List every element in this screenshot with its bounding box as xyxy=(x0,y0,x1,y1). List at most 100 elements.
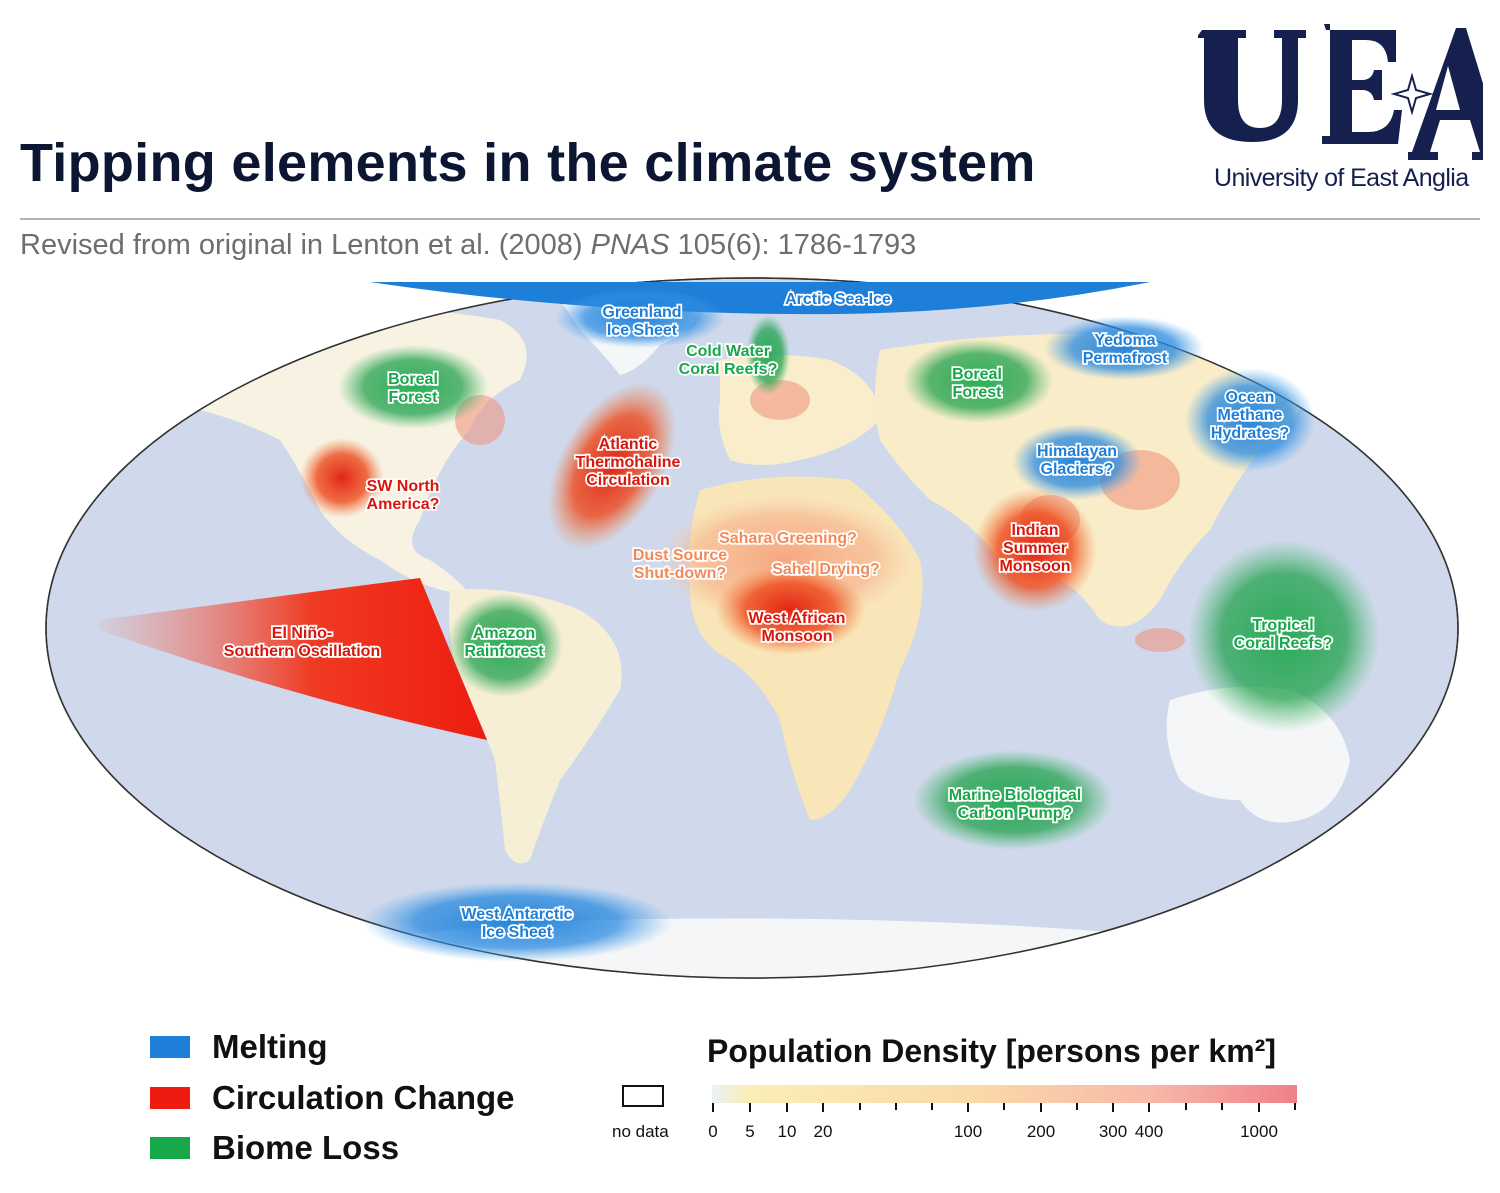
arctic-sea-ice-area xyxy=(370,282,1150,315)
label-line: Himalayan xyxy=(1037,443,1117,460)
methane-area xyxy=(1185,368,1315,472)
amazon-area xyxy=(447,593,563,697)
label-marine-carbon-pump: Marine Biological Carbon Pump? xyxy=(949,787,1081,822)
label-line: Circulation xyxy=(586,472,670,489)
label-boreal-forest-eurasia: Boreal Forest xyxy=(952,366,1002,401)
tick-label: 10 xyxy=(778,1122,797,1141)
university-name: University of East Anglia xyxy=(1214,164,1469,192)
label-line: Sahel Drying? xyxy=(772,561,880,578)
label-arctic-sea-ice: Arctic Sea-Ice xyxy=(785,291,891,308)
label-line: Southern Oscillation xyxy=(224,643,380,660)
population-density-title: Population Density [persons per km²] xyxy=(707,1033,1276,1069)
label-atlantic-thermohaline: Atlantic Thermohaline Circulation xyxy=(576,436,681,489)
label-yedoma-permafrost: Yedoma Permafrost xyxy=(1083,332,1168,367)
label-line: Hydrates? xyxy=(1211,425,1289,442)
west-african-monsoon-area xyxy=(715,565,865,655)
label-line: Monsoon xyxy=(761,628,832,645)
greenland-ice-sheet-area xyxy=(555,288,725,348)
cold-water-reefs-area xyxy=(746,315,790,395)
tick-label: 20 xyxy=(814,1122,833,1141)
label-line: Shut-down? xyxy=(634,565,726,582)
citation-journal: PNAS xyxy=(590,229,670,261)
label-el-nino: El Niño-Southern Oscillation xyxy=(224,625,380,660)
label-line: Greenland xyxy=(602,304,681,321)
label-line: Arctic Sea-Ice xyxy=(785,291,891,308)
population-color-scale: 0 5 10 20 100 200 300 400 1000 xyxy=(708,1085,1297,1141)
circulation-swatch xyxy=(150,1087,190,1109)
label-line: Atlantic xyxy=(599,436,658,453)
legend-circulation-label: Circulation Change xyxy=(212,1079,515,1116)
population-gradient-bar xyxy=(712,1085,1297,1103)
tropical-reefs-area xyxy=(1188,540,1380,732)
boreal-na-area xyxy=(338,345,488,429)
label-line: Amazon xyxy=(473,625,535,642)
label-sahara-greening: Sahara Greening? xyxy=(719,530,857,547)
label-line: Indian xyxy=(1011,522,1058,539)
label-sahel-drying: Sahel Drying? xyxy=(772,561,880,578)
label-line: Boreal xyxy=(952,366,1002,383)
label-greenland-ice-sheet: Greenland Ice Sheet xyxy=(602,304,681,339)
tick-label: 200 xyxy=(1027,1122,1055,1141)
label-indian-summer-monsoon: Indian Summer Monsoon xyxy=(999,522,1070,575)
label-line: Permafrost xyxy=(1083,350,1168,367)
label-line: Summer xyxy=(1003,540,1067,557)
melting-swatch xyxy=(150,1036,190,1058)
citation-suffix: 105(6): 1786-1793 xyxy=(669,229,917,261)
citation: Revised from original in Lenton et al. (… xyxy=(20,229,916,262)
label-line: Yedoma xyxy=(1094,332,1155,349)
label-line: Forest xyxy=(953,384,1003,401)
label-sw-north-america: SW North America? xyxy=(367,478,440,513)
label-dust-source: Dust Source Shut-down? xyxy=(633,547,727,582)
tick-label: 5 xyxy=(745,1122,754,1141)
header-divider xyxy=(20,218,1480,220)
label-west-antarctic-ice-sheet: West Antarctic Ice Sheet xyxy=(461,906,572,941)
no-data-label: no data xyxy=(612,1122,669,1141)
sw-america-area xyxy=(300,438,384,518)
label-line: Coral Reefs? xyxy=(1234,635,1333,652)
legend-melting-label: Melting xyxy=(212,1028,328,1065)
label-line: Tropical xyxy=(1252,617,1313,634)
label-line: Sahara Greening? xyxy=(719,530,857,547)
label-line: Cold Water xyxy=(686,343,770,360)
tick-label: 400 xyxy=(1135,1122,1163,1141)
label-line: SW North xyxy=(367,478,440,495)
label-tropical-coral-reefs: Tropical Coral Reefs? xyxy=(1234,617,1333,652)
carbon-pump-area xyxy=(913,750,1113,850)
boreal-eurasia-area xyxy=(903,339,1053,423)
label-west-african-monsoon: West African Monsoon xyxy=(749,610,846,645)
label-line: Thermohaline xyxy=(576,454,681,471)
label-line: Rainforest xyxy=(464,643,544,660)
label-line: Marine Biological xyxy=(949,787,1081,804)
label-line: Carbon Pump? xyxy=(958,805,1073,822)
west-antarctic-area xyxy=(362,882,672,962)
label-line: Ocean xyxy=(1226,389,1275,406)
tick-label: 300 xyxy=(1099,1122,1127,1141)
label-boreal-forest-na: Boreal Forest xyxy=(388,371,438,406)
biome-swatch xyxy=(150,1137,190,1159)
label-line: Coral Reefs? xyxy=(679,361,778,378)
label-line: Ice Sheet xyxy=(607,322,678,339)
yedoma-area xyxy=(1044,316,1204,380)
label-amazon-rainforest: Amazon Rainforest xyxy=(464,625,544,660)
tick-label: 0 xyxy=(708,1122,717,1141)
label-line: West African xyxy=(749,610,846,627)
label-line: America? xyxy=(367,496,440,513)
label-line: Monsoon xyxy=(999,558,1070,575)
label-line: Boreal xyxy=(388,371,438,388)
label-line: Methane xyxy=(1218,407,1283,424)
label-line: Dust Source xyxy=(633,547,727,564)
label-line: Glaciers? xyxy=(1041,461,1114,478)
tick-label: 1000 xyxy=(1240,1122,1278,1141)
page-title: Tipping elements in the climate system xyxy=(20,133,1036,193)
label-ocean-methane-hydrates: Ocean Methane Hydrates? xyxy=(1211,389,1289,442)
label-line: Ice Sheet xyxy=(482,924,553,941)
himalayan-area xyxy=(1012,424,1142,500)
legend-biome-label: Biome Loss xyxy=(212,1129,400,1166)
tick-label: 100 xyxy=(954,1122,982,1141)
thermohaline-area xyxy=(547,382,677,550)
label-line: West Antarctic xyxy=(461,906,572,923)
label-cold-water-coral-reefs: Cold Water Coral Reefs? xyxy=(679,343,778,378)
indian-monsoon-area xyxy=(973,488,1097,612)
